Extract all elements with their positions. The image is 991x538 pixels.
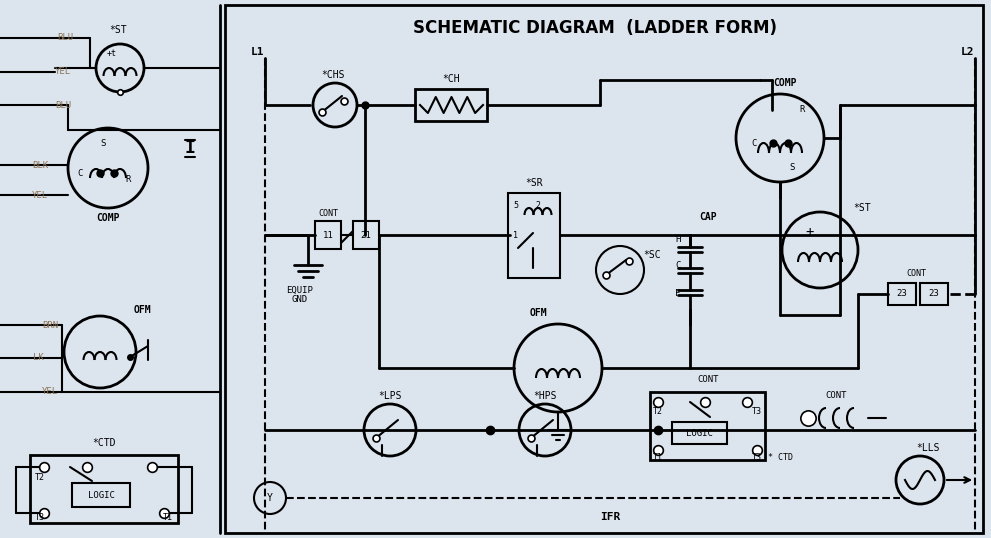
Text: C: C — [751, 138, 757, 147]
Text: SCHEMATIC DIAGRAM  (LADDER FORM): SCHEMATIC DIAGRAM (LADDER FORM) — [413, 19, 777, 37]
Text: COMP: COMP — [773, 78, 797, 88]
Text: T2: T2 — [35, 472, 45, 482]
Text: 2: 2 — [535, 201, 540, 209]
Text: S: S — [789, 164, 795, 173]
Bar — [415, 89, 487, 121]
Bar — [353, 221, 379, 249]
Text: OFM: OFM — [133, 305, 151, 315]
Bar — [315, 221, 341, 249]
Bar — [672, 422, 727, 444]
Text: *LLS: *LLS — [917, 443, 939, 453]
Text: CONT: CONT — [906, 268, 926, 278]
Bar — [920, 283, 948, 305]
Text: F: F — [675, 288, 681, 298]
Text: +t: +t — [107, 49, 117, 59]
Text: OFM: OFM — [529, 308, 547, 318]
Bar — [508, 193, 560, 278]
Text: T3: T3 — [752, 452, 762, 462]
Text: C: C — [675, 260, 681, 270]
Bar — [30, 455, 178, 523]
Text: BLU: BLU — [55, 101, 71, 110]
Text: 5: 5 — [513, 201, 518, 209]
Text: I: I — [184, 139, 195, 157]
Text: T1: T1 — [653, 452, 663, 462]
Text: H: H — [675, 236, 681, 244]
Text: R: R — [125, 175, 131, 185]
Text: LOGIC: LOGIC — [686, 428, 713, 437]
Text: C: C — [77, 168, 82, 178]
Text: T3: T3 — [35, 513, 45, 522]
Text: CONT: CONT — [318, 209, 338, 217]
Text: T3: T3 — [752, 407, 762, 416]
Text: 21: 21 — [361, 230, 372, 239]
Text: T2: T2 — [653, 407, 663, 416]
Text: BRN: BRN — [42, 321, 58, 329]
Text: *LPS: *LPS — [379, 391, 401, 401]
Text: R: R — [800, 105, 805, 115]
Text: LK: LK — [33, 353, 44, 363]
Text: BLK: BLK — [32, 160, 48, 169]
Text: *ST: *ST — [109, 25, 127, 35]
Bar — [72, 483, 130, 507]
Bar — [888, 283, 916, 305]
Text: CONT: CONT — [698, 376, 718, 385]
Text: T1: T1 — [163, 513, 173, 522]
Text: S: S — [100, 138, 106, 147]
Text: 11: 11 — [323, 230, 333, 239]
Text: *SC: *SC — [643, 250, 661, 260]
Text: COMP: COMP — [96, 213, 120, 223]
Text: LOGIC: LOGIC — [87, 491, 114, 499]
Text: L2: L2 — [961, 47, 975, 57]
Text: GND: GND — [292, 295, 308, 305]
Text: *CHS: *CHS — [321, 70, 345, 80]
Text: YEL: YEL — [32, 190, 48, 200]
Bar — [225, 5, 983, 533]
Text: CAP: CAP — [700, 212, 716, 222]
Text: *CH: *CH — [442, 74, 460, 84]
Text: YEL: YEL — [55, 67, 71, 76]
Text: 23: 23 — [929, 289, 939, 299]
Text: IFR: IFR — [600, 512, 620, 522]
Text: 1: 1 — [513, 230, 518, 239]
Text: *ST: *ST — [853, 203, 871, 213]
Text: *SR: *SR — [525, 178, 543, 188]
Text: Y: Y — [267, 493, 273, 503]
Text: L1: L1 — [252, 47, 265, 57]
Text: CONT: CONT — [826, 392, 846, 400]
Text: BLU: BLU — [56, 33, 73, 43]
Text: 23: 23 — [897, 289, 908, 299]
Text: EQUIP: EQUIP — [286, 286, 313, 294]
Text: *CTD: *CTD — [92, 438, 116, 448]
Text: *HPS: *HPS — [533, 391, 557, 401]
Text: YEL: YEL — [42, 387, 58, 397]
Text: +: + — [806, 225, 815, 239]
Text: * CTD: * CTD — [768, 452, 793, 462]
Bar — [650, 392, 765, 460]
